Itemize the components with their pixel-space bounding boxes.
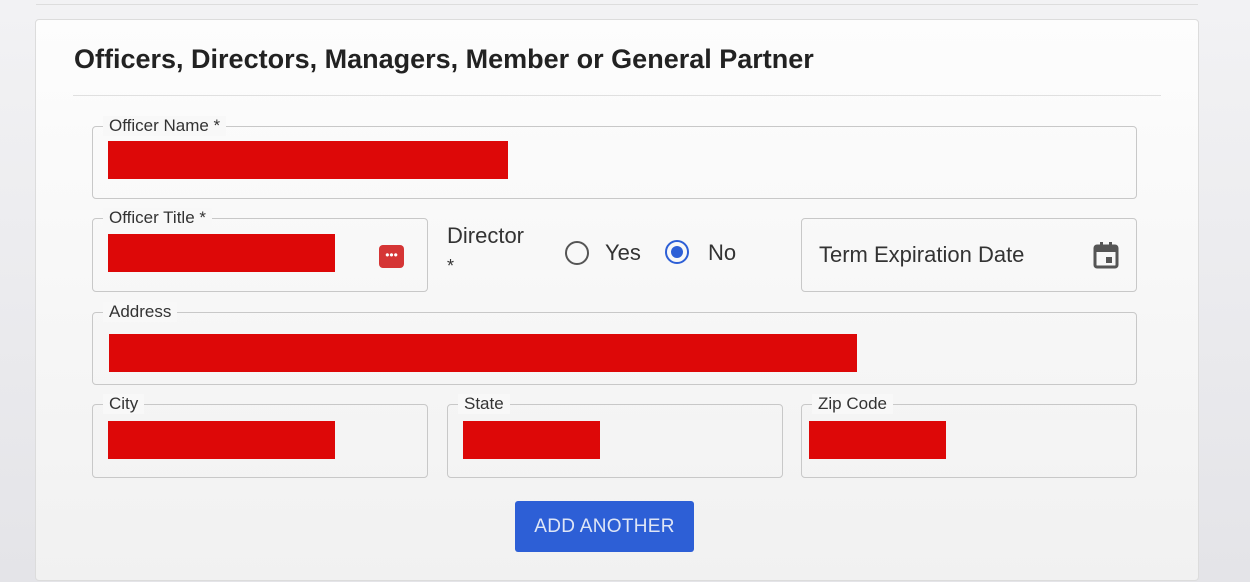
term-expiration-field[interactable]: Term Expiration Date	[801, 218, 1137, 292]
director-label: Director	[447, 223, 525, 248]
director-no-label[interactable]: No	[708, 240, 737, 265]
director-required-mark: *	[447, 256, 455, 276]
zip-code-field[interactable]: Zip Code	[801, 394, 1137, 478]
officer-name-label: Officer Name *	[103, 116, 227, 136]
address-label: Address	[103, 302, 178, 322]
calendar-icon[interactable]	[1092, 240, 1120, 270]
redacted-value	[108, 421, 335, 459]
director-yes-radio[interactable]	[565, 241, 589, 265]
add-another-button[interactable]: ADD ANOTHER	[515, 501, 694, 552]
city-field[interactable]: City	[92, 394, 428, 478]
director-no-radio[interactable]	[665, 240, 689, 264]
officer-title-label: Officer Title *	[103, 208, 212, 228]
redacted-value	[108, 234, 335, 272]
redacted-value	[108, 141, 508, 179]
section-title: Officers, Directors, Managers, Member or…	[74, 44, 814, 74]
top-divider	[36, 0, 1198, 5]
title-divider	[73, 95, 1161, 96]
password-manager-icon[interactable]: •••	[379, 245, 404, 268]
state-field[interactable]: State	[447, 394, 783, 478]
officer-name-field[interactable]: Officer Name *	[92, 116, 1137, 199]
redacted-value	[809, 421, 946, 459]
officers-card: Officers, Directors, Managers, Member or…	[35, 19, 1199, 581]
redacted-value	[463, 421, 600, 459]
zip-code-label: Zip Code	[812, 394, 893, 414]
address-field[interactable]: Address	[92, 302, 1137, 385]
director-yes-label[interactable]: Yes	[605, 240, 641, 265]
city-label: City	[103, 394, 145, 414]
redacted-value	[109, 334, 857, 372]
state-label: State	[458, 394, 510, 414]
term-expiration-placeholder: Term Expiration Date	[819, 242, 1025, 267]
officer-title-field[interactable]: Officer Title * •••	[92, 208, 428, 292]
